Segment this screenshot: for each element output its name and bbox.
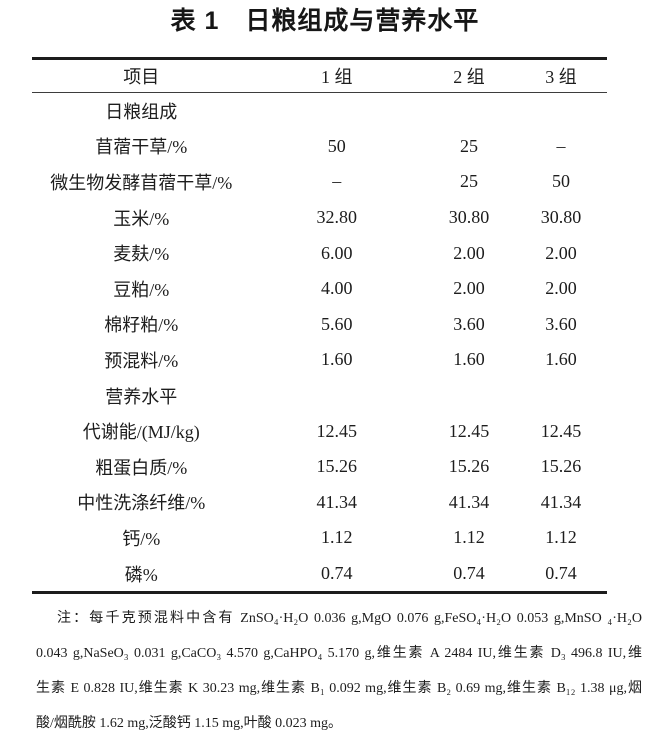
table-row: 微生物发酵苜蓿干草/% – 25 50 [32, 164, 607, 200]
footnote-line: 注：每千克预混料中含有 ZnSO₄·H₂O 0.036 g,MgO 0.076 … [57, 611, 642, 626]
table-row: 粗蛋白质/% 15.26 15.26 15.26 [32, 449, 607, 485]
table-title: 表 1 日粮组成与营养水平 [170, 7, 480, 35]
cell-value: 3.60 [453, 313, 485, 334]
cell-item: 粗蛋白质/% [95, 457, 188, 478]
cell-item: 豆粕/% [113, 279, 170, 300]
table-row: 钙/% 1.12 1.12 1.12 [32, 520, 607, 556]
header-group-1: 1 组 [250, 58, 423, 93]
cell-value: 15.26 [540, 456, 582, 477]
cell-value: 3.60 [545, 313, 577, 334]
footnote: 注：每千克预混料中含有 ZnSO₄·H₂O 0.036 g,MgO 0.076 … [36, 601, 642, 741]
cell-value: 25 [460, 135, 478, 156]
cell-value [423, 93, 515, 129]
table-row: 预混料/% 1.60 1.60 1.60 [32, 342, 607, 378]
cell-value: 15.26 [448, 456, 490, 477]
cell-value: 15.26 [316, 456, 358, 477]
cell-value: 12.45 [316, 420, 358, 441]
cell-value [251, 378, 424, 414]
footnote-line: 0.043 g,NaSeO₃ 0.031 g,CaCO₃ 4.570 g,CaH… [36, 646, 642, 661]
cell-value: 2.00 [545, 242, 577, 263]
cell-item: 钙/% [122, 528, 161, 549]
table-row: 代谢能/(MJ/kg) 12.45 12.45 12.45 [32, 413, 607, 449]
table-row: 苜蓿干草/% 50 25 – [32, 129, 607, 165]
cell-value: 2.00 [453, 242, 485, 263]
table-row: 豆粕/% 4.00 2.00 2.00 [32, 271, 607, 307]
cell-item: 玉米/% [113, 208, 170, 229]
cell-value [515, 378, 607, 414]
cell-value: 32.80 [316, 207, 358, 228]
cell-value: 41.34 [540, 491, 582, 512]
cell-value: 41.34 [316, 491, 358, 512]
cell-value: 1.60 [545, 349, 577, 370]
cell-value: 0.74 [321, 563, 353, 584]
cell-value: 25 [460, 171, 478, 192]
diet-composition-table: 项目 1 组 2 组 3 组 日粮组成 苜蓿干草/% 50 25 – 微生物发酵… [32, 57, 607, 595]
cell-item: 中性洗涤纤维/% [77, 493, 206, 514]
cell-item: 预混料/% [104, 350, 179, 371]
table-row-section: 营养水平 [32, 378, 607, 414]
cell-value: 5.60 [321, 313, 353, 334]
cell-value: 50 [552, 171, 570, 192]
cell-value [515, 93, 607, 129]
header-item: 项目 [32, 58, 251, 93]
cell-value: 30.80 [540, 207, 582, 228]
cell-item: 代谢能/(MJ/kg) [82, 422, 200, 443]
cell-item: 麦麸/% [113, 244, 170, 265]
cell-item: 微生物发酵苜蓿干草/% [50, 172, 233, 193]
cell-value: 1.60 [321, 349, 353, 370]
table-header-row: 项目 1 组 2 组 3 组 [32, 58, 607, 93]
cell-item: 苜蓿干草/% [95, 137, 188, 158]
cell-item: 营养水平 [105, 386, 178, 407]
cell-value: 1.12 [321, 527, 353, 548]
cell-value: 1.12 [453, 527, 485, 548]
diet-table-container: 项目 1 组 2 组 3 组 日粮组成 苜蓿干草/% 50 25 – 微生物发酵… [32, 57, 607, 595]
cell-value: 1.60 [453, 349, 485, 370]
cell-value: 12.45 [540, 420, 582, 441]
cell-value: 2.00 [453, 278, 485, 299]
table-row-section: 日粮组成 [32, 93, 607, 129]
cell-value: 1.12 [545, 527, 577, 548]
cell-value: 50 [327, 135, 346, 156]
table-row: 磷% 0.74 0.74 0.74 [32, 556, 607, 593]
cell-value: 0.74 [453, 563, 485, 584]
cell-value: 30.80 [448, 207, 490, 228]
header-group-3: 3 组 [515, 58, 607, 93]
cell-value [423, 378, 515, 414]
table-row: 玉米/% 32.80 30.80 30.80 [32, 200, 607, 236]
cell-value: 2.00 [545, 278, 577, 299]
cell-value: – [332, 171, 342, 192]
header-group-2: 2 组 [423, 58, 515, 93]
cell-item: 磷% [124, 564, 158, 585]
cell-value: 6.00 [321, 242, 353, 263]
cell-item: 日粮组成 [105, 101, 178, 122]
table-row: 麦麸/% 6.00 2.00 2.00 [32, 235, 607, 271]
footnote-line: 生素 E 0.828 IU,维生素 K 30.23 mg,维生素 B₁ 0.09… [36, 681, 642, 696]
cell-item: 棉籽粕/% [104, 315, 179, 336]
table-row: 棉籽粕/% 5.60 3.60 3.60 [32, 307, 607, 343]
cell-value [251, 93, 424, 129]
cell-value: 41.34 [448, 491, 490, 512]
cell-value: 12.45 [448, 420, 490, 441]
table-row: 中性洗涤纤维/% 41.34 41.34 41.34 [32, 485, 607, 521]
cell-value: 0.74 [545, 563, 577, 584]
cell-value: – [556, 135, 566, 156]
footnote-line: 酸/烟酰胺 1.62 mg,泛酸钙 1.15 mg,叶酸 0.023 mg。 [36, 716, 343, 731]
cell-value: 4.00 [321, 278, 353, 299]
